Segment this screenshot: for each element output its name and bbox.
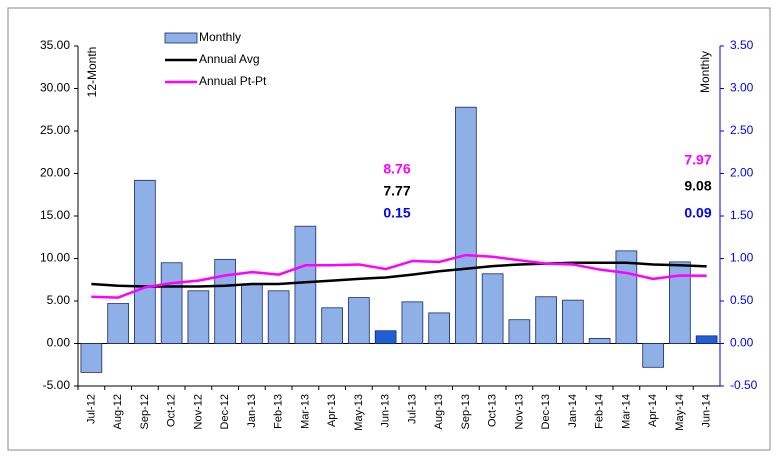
x-tick-label: May-13	[353, 394, 365, 431]
chart-frame	[7, 7, 771, 451]
legend-label: Annual Pt-Pt	[199, 74, 267, 88]
bar	[321, 307, 343, 344]
y-tick-label: 5.00	[47, 293, 71, 307]
x-tick-label: Nov-12	[192, 394, 204, 429]
bar	[107, 303, 129, 344]
y2-tick-label: 2.50	[730, 123, 754, 137]
bar	[669, 261, 691, 344]
annotation: 7.77	[383, 183, 410, 199]
annotation: 0.15	[383, 205, 410, 221]
bar	[535, 296, 557, 344]
x-tick-label: Oct-13	[487, 394, 499, 427]
y2-tick-label: -0.50	[730, 378, 758, 392]
bar	[588, 337, 611, 344]
y-tick-label: 10.00	[40, 251, 70, 265]
y2-tick-label: 1.00	[730, 251, 754, 265]
y-tick-label: 30.00	[40, 81, 70, 95]
bar	[695, 335, 718, 344]
x-tick-label: Sep-13	[460, 394, 472, 429]
x-tick-label: Jul-13	[406, 394, 418, 424]
y-tick-label: 15.00	[40, 208, 70, 222]
x-tick-label: Nov-13	[513, 394, 525, 429]
line	[91, 261, 707, 288]
y-tick-label: 35.00	[40, 38, 70, 52]
x-tick-label: May-14	[674, 394, 686, 431]
bar	[455, 106, 477, 344]
x-tick-label: Jun-14	[701, 394, 713, 428]
x-tick-label: Jun-13	[380, 394, 392, 428]
x-tick-label: Feb-14	[594, 394, 606, 429]
bar	[374, 330, 397, 344]
bar	[134, 179, 156, 344]
x-tick-label: Jul-12	[85, 394, 97, 424]
bar	[348, 297, 370, 344]
bar	[160, 262, 183, 344]
x-tick-label: Jan-14	[567, 394, 579, 428]
x-tick-label: Mar-13	[299, 394, 311, 429]
x-tick-label: Apr-14	[647, 394, 659, 427]
bar	[214, 258, 236, 344]
x-tick-label: Dec-12	[219, 394, 231, 429]
legend-label: Monthly	[199, 30, 241, 44]
bar	[508, 319, 531, 344]
line	[91, 253, 707, 299]
y2-axis-label: Monthly	[698, 51, 712, 93]
bar	[481, 273, 504, 344]
x-tick-label: Sep-12	[139, 394, 151, 429]
bar	[294, 225, 317, 344]
annotation: 7.97	[684, 152, 711, 168]
y2-tick-label: 1.50	[730, 208, 754, 222]
annotation: 9.08	[684, 178, 711, 194]
legend-label: Annual Avg	[199, 52, 260, 66]
annotation: 8.76	[383, 161, 410, 177]
y2-tick-label: 0.00	[730, 336, 754, 350]
bar	[428, 312, 450, 344]
x-tick-label: Apr-13	[326, 394, 338, 427]
bar	[401, 301, 424, 344]
x-tick-label: Dec-13	[540, 394, 552, 429]
x-tick-label: Oct-12	[166, 394, 178, 427]
bar	[187, 290, 210, 344]
y2-tick-label: 2.00	[730, 166, 754, 180]
x-tick-label: Aug-12	[112, 394, 124, 429]
y-axis-label: 12-Month	[85, 47, 99, 98]
bar	[642, 343, 664, 368]
y2-tick-label: 3.00	[730, 81, 754, 95]
x-tick-label: Aug-13	[433, 394, 445, 429]
bar	[241, 283, 263, 344]
bar	[615, 250, 638, 344]
x-tick-label: Jan-13	[246, 394, 258, 428]
y-tick-label: 0.00	[47, 336, 71, 350]
bar	[80, 343, 103, 373]
y2-tick-label: 0.50	[730, 293, 754, 307]
bar	[267, 290, 290, 344]
y2-tick-label: 3.50	[730, 38, 754, 52]
annotation: 0.09	[684, 205, 711, 221]
bar	[562, 299, 584, 344]
y-tick-label: 25.00	[40, 123, 70, 137]
legend-swatch	[164, 32, 198, 44]
y-tick-label: -5.00	[43, 378, 71, 392]
x-tick-label: Mar-14	[620, 394, 632, 429]
y-tick-label: 20.00	[40, 166, 70, 180]
x-tick-label: Feb-13	[273, 394, 285, 429]
